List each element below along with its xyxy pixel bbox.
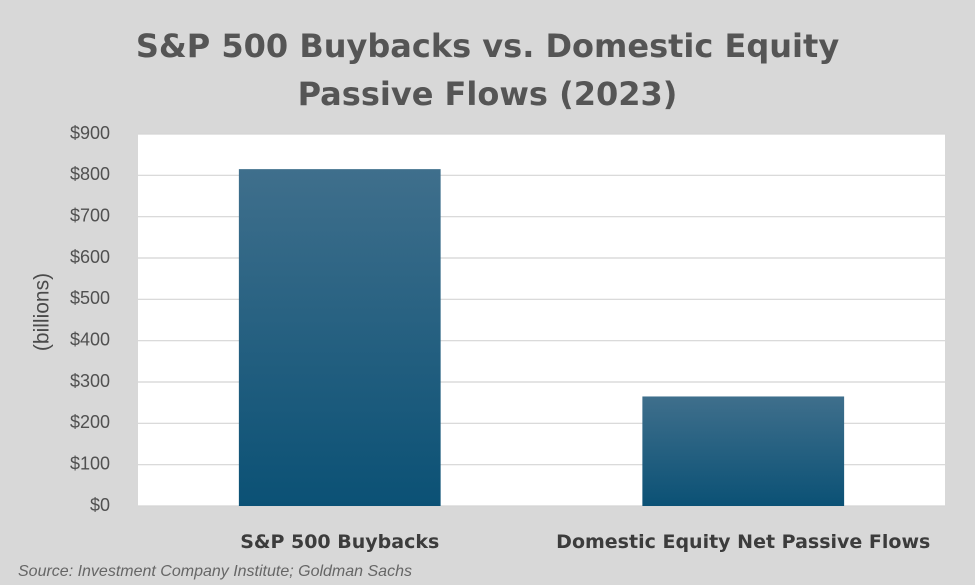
chart-title-line-2: Passive Flows (2023) — [297, 75, 678, 113]
y-tick-label: $400 — [70, 329, 110, 349]
y-tick-label: $0 — [90, 495, 110, 515]
bars — [238, 169, 845, 506]
y-tick-label: $300 — [70, 371, 110, 391]
chart-title: S&P 500 Buybacks vs. Domestic Equity Pas… — [0, 22, 975, 118]
chart-title-line-1: S&P 500 Buybacks vs. Domestic Equity — [135, 27, 840, 65]
x-category-label: S&P 500 Buybacks — [240, 531, 439, 553]
y-tick-label: $800 — [70, 164, 110, 184]
y-axis-title: (billions) — [31, 273, 54, 351]
y-axis-ticks: $0 $100 $200 $300 $400 $500 $600 $700 $800 $900 — [70, 123, 110, 515]
x-category-label: Domestic Equity Net Passive Flows — [556, 531, 930, 553]
y-tick-label: $500 — [70, 288, 110, 308]
y-tick-label: $200 — [70, 412, 110, 432]
y-tick-label: $600 — [70, 247, 110, 267]
source-note: Source: Investment Company Institute; Go… — [18, 563, 412, 580]
x-axis-categories: S&P 500 Buybacks Domestic Equity Net Pass… — [240, 531, 930, 553]
y-tick-label: $900 — [70, 123, 110, 143]
y-tick-label: $100 — [70, 453, 110, 473]
bar — [642, 396, 845, 506]
y-tick-label: $700 — [70, 205, 110, 225]
bar — [238, 169, 441, 506]
